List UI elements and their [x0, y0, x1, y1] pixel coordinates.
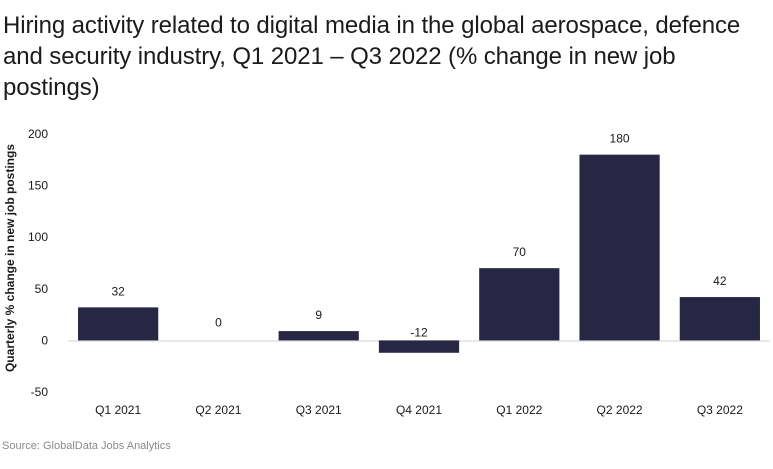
- x-tick-label: Q1 2022: [496, 403, 542, 417]
- y-tick-label: 50: [35, 282, 49, 296]
- x-tick-label: Q1 2021: [95, 403, 141, 417]
- bar-value-label: 9: [315, 308, 322, 322]
- data-labels: 32 0 9 -12 70 180 42: [111, 132, 726, 340]
- y-tick-label: 200: [28, 127, 48, 141]
- bar: [278, 331, 359, 341]
- bar-value-label: 32: [111, 284, 125, 298]
- bar-value-label: 70: [513, 245, 527, 259]
- bar: [78, 307, 159, 341]
- bar: [479, 268, 560, 341]
- bar: [579, 154, 660, 341]
- x-tick-label: Q4 2021: [396, 403, 442, 417]
- bar: [679, 297, 760, 341]
- y-axis-ticks: 200 150 100 50 0 -50: [28, 127, 48, 399]
- bar-value-label: 0: [215, 315, 222, 329]
- y-tick-label: -50: [31, 385, 49, 399]
- x-tick-label: Q2 2021: [195, 403, 241, 417]
- x-axis-ticks: Q1 2021 Q2 2021 Q3 2021 Q4 2021 Q1 2022 Q2 20…: [95, 403, 743, 417]
- x-tick-label: Q3 2022: [697, 403, 743, 417]
- y-tick-label: 100: [28, 230, 48, 244]
- x-tick-label: Q2 2022: [597, 403, 643, 417]
- x-tick-label: Q3 2021: [296, 403, 342, 417]
- source-note: Source: GlobalData Jobs Analytics: [2, 440, 171, 452]
- bar: [378, 340, 460, 353]
- bar-value-label: 42: [713, 274, 727, 288]
- chart-title: Hiring activity related to digital media…: [3, 12, 741, 101]
- y-tick-label: 0: [41, 333, 48, 347]
- y-tick-label: 150: [28, 179, 48, 193]
- bar-value-label: -12: [410, 325, 428, 339]
- bar-value-label: 180: [610, 132, 630, 146]
- bars: [78, 154, 760, 353]
